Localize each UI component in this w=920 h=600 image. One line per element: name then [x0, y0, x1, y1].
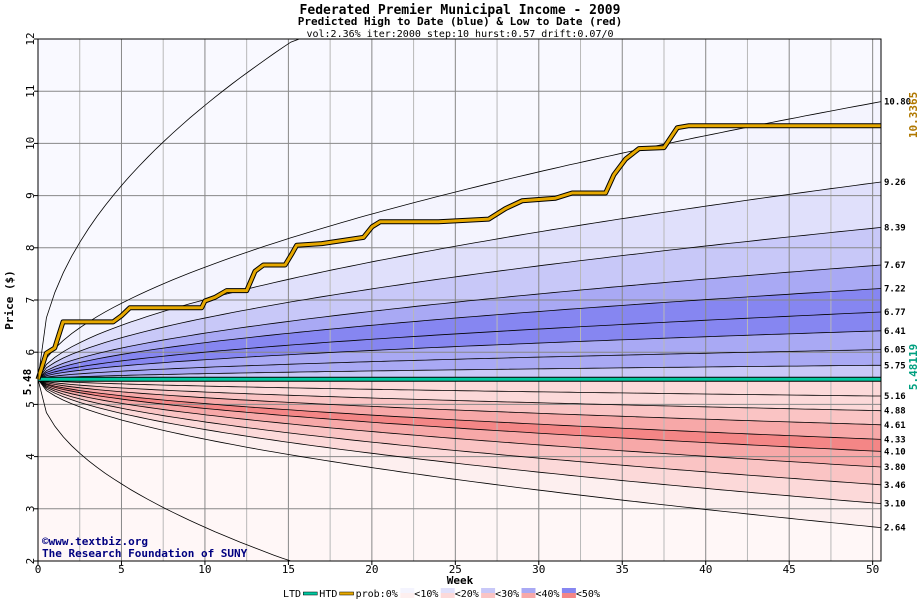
legend-band-label: <50%	[576, 589, 600, 600]
ltd-value-label: 5.48119	[907, 344, 920, 390]
right-value-labels: 10.80 9.26 8.39 7.67 7.22 6.77 6.41 6.05 5.75 5.1…	[884, 98, 911, 534]
start-price-label: 5.48	[21, 369, 34, 396]
right-value-label: 3.80	[884, 463, 906, 473]
series-lines	[35, 123, 881, 382]
right-value-label: 8.39	[884, 223, 906, 233]
chart-title: Federated Premier Municipal Income - 200…	[300, 3, 621, 18]
right-value-label: 3.46	[884, 481, 906, 491]
right-value-label: 10.80	[884, 98, 911, 108]
y-tick-label: 4	[24, 453, 37, 460]
y-tick-label: 3	[24, 505, 37, 512]
y-tick-label: 2	[24, 558, 37, 565]
x-axis-label: Week	[447, 574, 474, 587]
y-axis-label: Price ($)	[3, 270, 16, 330]
legend-ltd-label: LTD	[283, 589, 301, 600]
legend-swatch-bottom	[440, 593, 455, 598]
legend-htd-swatch	[339, 591, 354, 596]
legend-swatch-top	[440, 588, 455, 593]
legend-band-label: <30%	[495, 589, 519, 600]
organization-text: The Research Foundation of SUNY	[42, 547, 248, 560]
right-value-label: 2.64	[884, 524, 906, 534]
x-tick-label: 25	[449, 563, 462, 576]
chart-params: vol:2.36% iter:2000 step:10 hurst:0.57 d…	[306, 29, 613, 40]
high-band-curve	[37, 311, 882, 380]
y-tick-label: 8	[24, 244, 37, 251]
right-value-label: 4.10	[884, 447, 906, 457]
high-band-curve	[37, 101, 882, 380]
legend-ltd-swatch	[303, 591, 318, 596]
right-value-label: 6.77	[884, 308, 906, 318]
legend-swatch-top	[481, 588, 496, 593]
legend-swatch-bottom	[400, 593, 415, 598]
x-tick-label: 20	[365, 563, 378, 576]
low-band-curve	[37, 378, 882, 426]
legend-band-label: <20%	[455, 589, 479, 600]
low-band-curve	[37, 378, 882, 440]
x-tick-label: 30	[532, 563, 545, 576]
legend-prob-label: prob:0%	[356, 589, 398, 600]
band-boundary-curves	[37, 38, 882, 562]
x-tick-label: 35	[616, 563, 629, 576]
copyright-text: ©www.textbiz.org	[42, 535, 148, 548]
low-band-curve	[37, 379, 882, 528]
legend-swatch-top	[561, 588, 576, 593]
right-value-label: 6.05	[884, 346, 906, 356]
y-tick-label: 11	[24, 85, 37, 98]
y-tick-label: 12	[24, 32, 37, 45]
right-value-label: 5.75	[884, 361, 906, 371]
probability-bands	[38, 39, 881, 561]
low-band-curve	[37, 378, 882, 452]
x-tick-label: 15	[282, 563, 295, 576]
y-tick-label: 9	[24, 192, 37, 199]
right-value-label: 4.61	[884, 421, 906, 431]
right-value-label: 7.22	[884, 285, 906, 295]
x-tick-label: 40	[699, 563, 712, 576]
y-tick-label: 5	[24, 401, 37, 408]
y-axis-ticks: 2 3 4 5 6 7 8 9 10 11 12	[24, 32, 38, 564]
right-value-label: 4.33	[884, 435, 906, 445]
x-axis-ticks: 0 5 10 15 20 25 30 35 40 45 50	[35, 561, 879, 576]
high-band-curve	[37, 264, 882, 380]
high-band-curve	[37, 364, 881, 380]
legend-swatch-bottom	[521, 593, 536, 598]
legend-swatch-top	[400, 588, 415, 593]
low-band-curve	[37, 379, 882, 486]
legend-htd-label: HTD	[319, 589, 337, 600]
low-band-curve	[37, 378, 882, 412]
legend-band-label: <40%	[536, 589, 560, 600]
low-band-curve	[37, 378, 881, 397]
right-value-label: 9.26	[884, 178, 906, 188]
right-value-label: 4.88	[884, 407, 906, 417]
right-value-label: 7.67	[884, 261, 906, 271]
high-band-curve	[37, 330, 882, 380]
low-band-curve	[37, 378, 882, 468]
right-value-label: 6.41	[884, 327, 906, 337]
legend-band-label: <10%	[414, 589, 438, 600]
x-tick-label: 50	[866, 563, 879, 576]
y-tick-label: 6	[24, 349, 37, 356]
x-tick-label: 45	[783, 563, 796, 576]
right-value-label: 3.10	[884, 500, 906, 510]
legend-swatch-bottom	[481, 593, 496, 598]
legend-swatch-top	[521, 588, 536, 593]
high-band-curve	[37, 227, 882, 380]
y-tick-label: 7	[24, 297, 37, 304]
x-tick-label: 0	[35, 563, 42, 576]
htd-value-label: 10.3365	[907, 92, 920, 138]
y-tick-label: 10	[24, 137, 37, 150]
band-low-50	[38, 379, 881, 452]
low-band-curve	[37, 379, 882, 504]
high-band-curve	[37, 349, 882, 380]
legend-swatch-bottom	[561, 593, 576, 598]
x-tick-label: 10	[198, 563, 211, 576]
htd-line	[36, 124, 881, 380]
x-tick-label: 5	[118, 563, 125, 576]
right-value-label: 5.16	[884, 392, 906, 402]
legend: LTD HTD prob:0% <10% <20% <30% <40% <50%	[283, 588, 600, 600]
high-band-curve	[37, 288, 882, 380]
chart-subtitle: Predicted High to Date (blue) & Low to D…	[298, 15, 623, 28]
